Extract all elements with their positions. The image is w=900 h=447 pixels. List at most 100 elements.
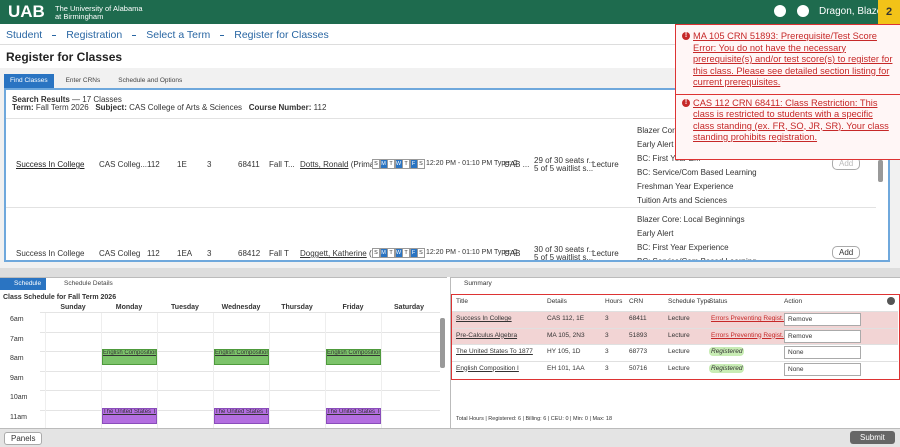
error-icon: ! <box>682 98 690 107</box>
time-label: 9am <box>10 374 24 382</box>
action-select[interactable]: None <box>784 362 861 376</box>
cell-details: EH 101, 1AA <box>547 364 585 372</box>
breadcrumb-link[interactable]: Register for Classes <box>234 29 329 41</box>
value: CAS College of Arts & Sciences <box>129 103 243 112</box>
day-header: Thursday <box>281 304 313 311</box>
column-header: CRN <box>629 298 644 305</box>
panels-button[interactable]: Panels <box>4 432 43 445</box>
row-separator <box>6 207 876 208</box>
cell-title[interactable]: Success In College <box>16 160 85 169</box>
error-message[interactable]: CAS 112 CRN 68411: Class Restriction: Th… <box>693 97 889 143</box>
cell-section: 1E <box>177 160 187 169</box>
splitter[interactable] <box>0 268 900 277</box>
day-header: Wednesday <box>221 304 261 311</box>
schedule-type: Lecture <box>592 249 619 258</box>
meeting-time: 12:20 PM - 01:10 PM Type: C <box>426 249 519 256</box>
row-separator <box>6 118 876 119</box>
day-header: Monday <box>115 304 143 311</box>
search-criteria: Term: Fall Term 2026 Subject: CAS Colleg… <box>12 103 326 112</box>
column-header: Title <box>456 298 469 305</box>
tab[interactable]: Find Classes <box>4 74 54 88</box>
status: Registered <box>709 347 745 356</box>
cell-crn: 68411 <box>238 160 260 169</box>
cell-type: Lecture <box>668 315 690 322</box>
schedule-title: Class Schedule for Fall Term 2026 <box>3 294 117 301</box>
error-separator <box>676 93 900 95</box>
status[interactable]: Errors Preventing Regist... <box>711 315 788 322</box>
settings-icon[interactable] <box>774 5 786 17</box>
action-select[interactable]: Remove <box>784 313 861 326</box>
class-event[interactable]: The United States To 1877 <box>102 407 157 424</box>
time-label: 11am <box>10 413 27 421</box>
cell-title[interactable]: Pre-Calculus Algebra <box>456 331 518 339</box>
cell-details: MA 105, 2N3 <box>547 331 585 339</box>
tab[interactable]: Enter CRNs <box>65 77 101 84</box>
cell-crn: 68412 <box>238 249 261 258</box>
summary-title: Summary <box>464 280 492 287</box>
action-select[interactable]: Remove <box>784 329 861 343</box>
scrollbar[interactable] <box>878 160 883 182</box>
user-icon[interactable] <box>797 5 809 17</box>
label: Subject: <box>95 103 127 112</box>
attribute: BC: Service/Com Based Learning <box>637 168 757 177</box>
day-line <box>381 313 382 429</box>
day-header: Tuesday <box>171 304 199 311</box>
logo[interactable]: UAB <box>8 2 45 21</box>
cell-title[interactable]: The United States To 1877 <box>456 348 533 355</box>
campus: UAB <box>504 249 521 258</box>
instructor-name[interactable]: Dotts, Ronald <box>300 160 349 169</box>
class-event[interactable]: The United States To 1877 <box>326 407 381 424</box>
campus: UAB ... <box>504 160 530 169</box>
separator <box>132 35 137 36</box>
cell-title[interactable]: English Composition I <box>456 364 519 372</box>
time-label: 10am <box>10 394 28 401</box>
submit-button[interactable]: Submit <box>850 431 895 444</box>
attribute: Early Alert <box>637 229 674 238</box>
schedule-tab[interactable]: Schedule <box>0 278 47 290</box>
attribute: BC: First Year E... <box>637 154 701 163</box>
status[interactable]: Errors Preventing Regist... <box>711 331 788 339</box>
cell-title[interactable]: Success In College <box>456 315 512 322</box>
tab[interactable]: Schedule and Options <box>118 77 183 84</box>
separator <box>52 35 57 36</box>
error-message[interactable]: MA 105 CRN 51893: Prerequisite/Test Scor… <box>693 31 893 87</box>
class-event[interactable]: The United States To 1877 <box>214 407 269 424</box>
notification-count[interactable]: 2 <box>878 0 900 24</box>
attribute: Tuition Arts and Sciences <box>637 196 727 205</box>
scrollbar[interactable] <box>440 318 445 368</box>
university-name: The University of Alabama at Birmingham <box>55 4 143 21</box>
action-select[interactable]: None <box>784 346 861 359</box>
cell-subject: CAS Colleg... <box>99 160 148 169</box>
column-header: Hours <box>605 298 623 305</box>
cell-term: Fall T... <box>269 160 295 169</box>
error-notifications: ! MA 105 CRN 51893: Prerequisite/Test Sco… <box>675 24 900 160</box>
day-line <box>213 313 214 429</box>
class-event[interactable]: English Composition I <box>102 349 157 365</box>
summary-panel: Summary Title Details Hours CRN Schedule Type… <box>450 277 900 429</box>
attribute: BC: First Year Experience <box>637 243 729 252</box>
error-icon: ! <box>682 32 690 40</box>
user-name[interactable]: Dragon, Blaze <box>819 6 883 17</box>
value: 112 <box>313 103 327 112</box>
add-button[interactable]: Add <box>832 246 861 259</box>
day-line <box>101 313 102 429</box>
cell-term: Fall T <box>269 249 289 258</box>
cell-title[interactable]: Success In College <box>16 249 85 258</box>
cell-hours: 3 <box>605 364 609 372</box>
breadcrumb-link[interactable]: Student <box>6 29 43 41</box>
settings-icon[interactable] <box>887 297 895 305</box>
cell-hours: 3 <box>605 348 609 355</box>
breadcrumb-link[interactable]: Registration <box>66 29 123 41</box>
cell-type: Lecture <box>668 331 690 339</box>
class-event[interactable]: English Composition I <box>326 349 381 365</box>
day-box: S <box>417 248 425 258</box>
schedule-tab[interactable]: Schedule Details <box>64 280 113 287</box>
cell-type: Lecture <box>668 364 690 372</box>
schedule-panel: Schedule Schedule Details Class Schedule f… <box>0 277 447 429</box>
day-line <box>45 313 46 429</box>
instructor-name[interactable]: Doggett, Katherine <box>300 249 367 258</box>
column-header: Schedule Type <box>668 298 711 305</box>
breadcrumb-link[interactable]: Select a Term <box>146 29 211 41</box>
class-event[interactable]: English Composition I <box>214 349 269 365</box>
tab-bar: Find Classes Enter CRNs Schedule and Optio… <box>4 74 890 88</box>
